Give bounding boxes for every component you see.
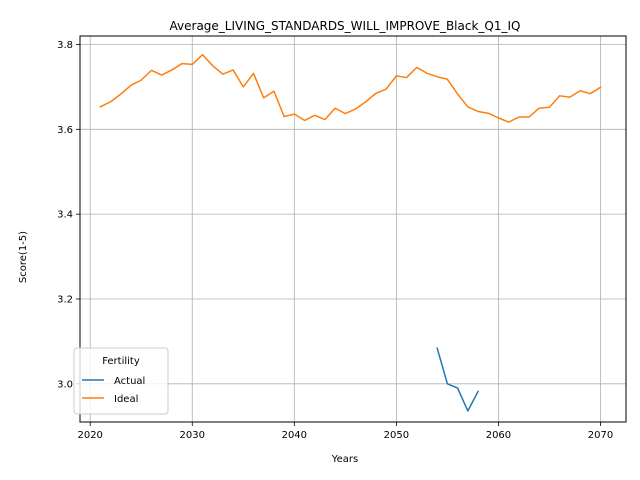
x-axis-label: Years [331, 454, 358, 465]
legend: Fertility Actual Ideal [73, 347, 169, 415]
legend-label-actual: Actual [114, 376, 145, 387]
grid-lines [80, 36, 626, 422]
series-line-ideal [99, 53, 602, 123]
legend-title: Fertility [102, 356, 140, 367]
chart-title: Average_LIVING_STANDARDS_WILL_IMPROVE_Bl… [170, 19, 521, 33]
y-tick-label: 3.8 [57, 40, 73, 51]
x-tick-label: 2030 [180, 430, 205, 441]
series-layer [99, 53, 602, 412]
x-tick-label: 2040 [282, 430, 307, 441]
y-tick-label: 3.4 [57, 210, 73, 221]
y-tick-label: 3.2 [57, 294, 73, 305]
y-axis-label: Score(1-5) [18, 231, 29, 283]
legend-label-ideal: Ideal [114, 394, 138, 405]
x-tick-label: 2060 [486, 430, 511, 441]
x-tick-label: 2050 [384, 430, 409, 441]
plot-frame [79, 35, 627, 423]
x-tick-label: 2070 [588, 430, 613, 441]
y-tick-label: 3.6 [57, 125, 73, 136]
y-tick-label: 3.0 [57, 379, 73, 390]
x-tick-label: 2020 [77, 430, 102, 441]
x-axis-ticks: 2020 2030 2040 2050 2060 2070 [77, 422, 613, 441]
series-line-actual [436, 347, 480, 412]
